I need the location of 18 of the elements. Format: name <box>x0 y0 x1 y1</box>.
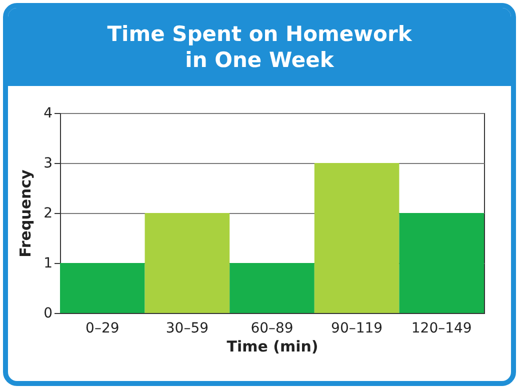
chart-title: Time Spent on Homework in One Week <box>106 20 413 74</box>
bar <box>314 163 400 313</box>
x-tick-label: 90–119 <box>331 320 383 336</box>
bar <box>60 263 145 313</box>
y-tick-label: 1 <box>44 256 52 272</box>
y-tick-label: 2 <box>44 206 52 222</box>
y-axis-title: Frequency <box>16 169 35 258</box>
y-tick-label: 0 <box>44 306 52 322</box>
y-tick-label: 4 <box>44 106 53 122</box>
x-tick-label: 30–59 <box>166 320 209 336</box>
bar <box>144 213 230 313</box>
x-axis-title: Time (min) <box>226 338 318 356</box>
x-tick-label: 120–149 <box>411 320 472 336</box>
bar <box>399 213 484 313</box>
y-tick-label: 3 <box>44 156 52 172</box>
x-tick-label: 60–89 <box>250 320 294 336</box>
bar <box>230 263 314 313</box>
x-tick-label: 0–29 <box>86 320 120 336</box>
